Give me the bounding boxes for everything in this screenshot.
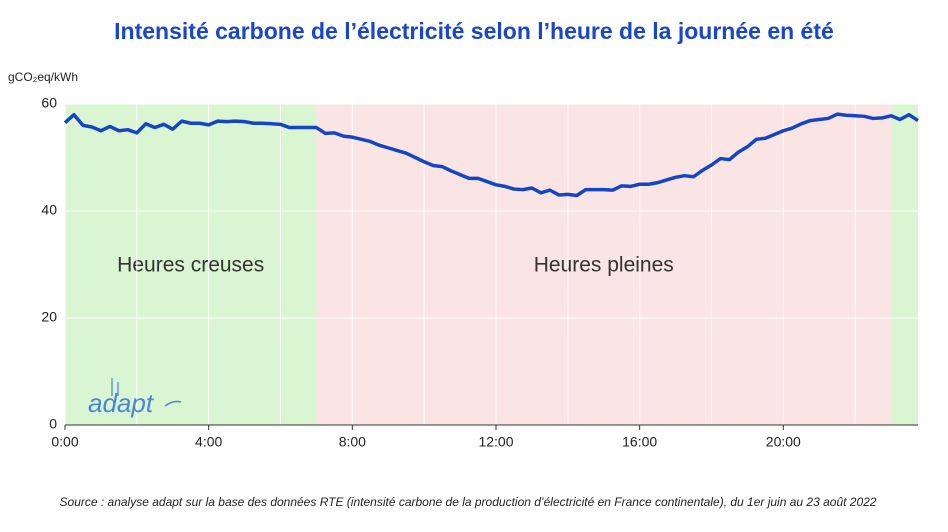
logo-plug [164,400,182,407]
line-series [63,112,919,198]
y-tick-label: 40 [41,202,57,218]
source: Source : analyse adapt sur la base des d… [60,495,877,509]
y-tick-label: 20 [41,309,57,325]
region [65,104,317,425]
chart-title: Intensité carbone de l’électricité selon… [114,18,834,44]
x-tick-label: 12:00 [478,434,513,450]
logo: adapt [88,378,182,418]
x-tick-label: 20:00 [766,434,801,450]
x-tick-label: 8:00 [339,434,366,450]
region-label: Heures pleines [534,254,674,277]
region-label: Heures creuses [117,254,264,277]
region [891,104,918,425]
logo-text: adapt [88,388,155,418]
x-tick-label: 0:00 [51,434,78,450]
y-axis-label: gCO₂eq/kWh [8,70,78,84]
y-tick-label: 60 [41,95,57,111]
x-tick-label: 4:00 [195,434,222,450]
y-tick-label: 0 [49,416,57,432]
plot-area: Heures creuses Heures pleines 0 20 40 60 0:00 4… [41,95,919,450]
x-tick-label: 16:00 [622,434,657,450]
